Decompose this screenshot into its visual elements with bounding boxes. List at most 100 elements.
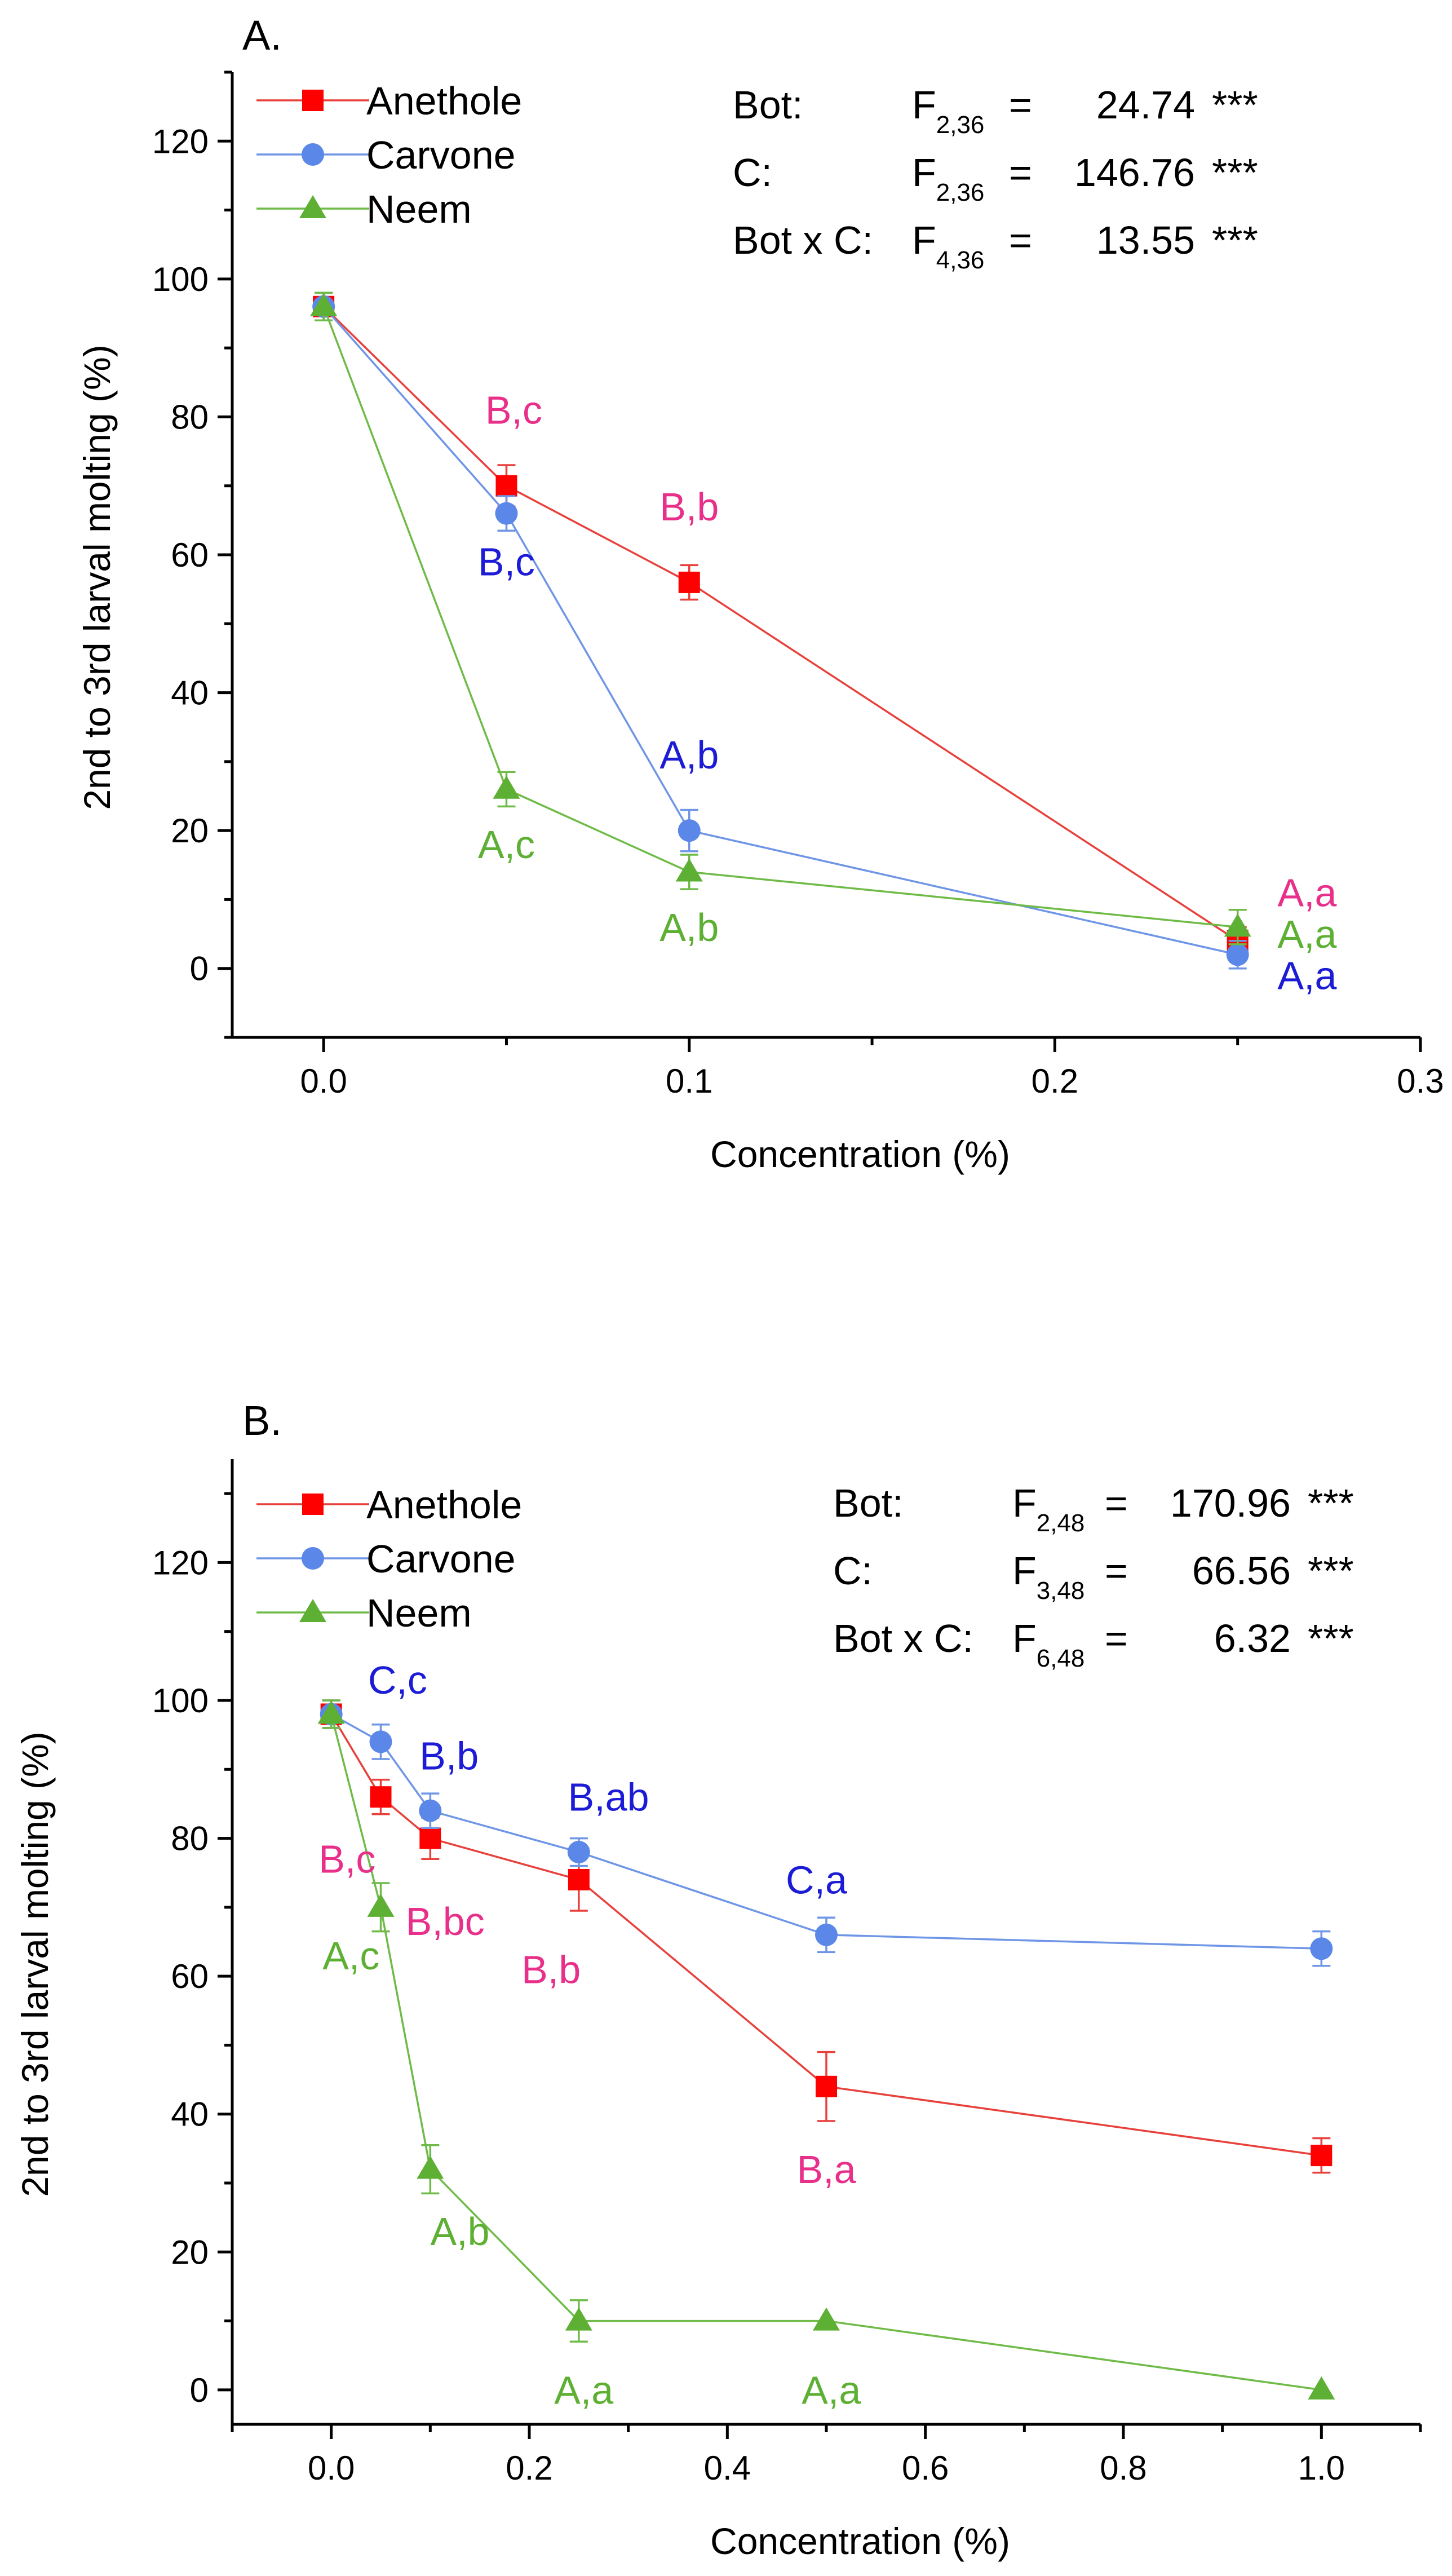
x-tick-label: 0.0 xyxy=(308,2449,355,2487)
data-point-anethole xyxy=(678,571,700,593)
x-axis-title: Concentration (%) xyxy=(710,1133,1010,1175)
stat-value: 6.32 xyxy=(1214,1616,1291,1660)
stat-equals: = xyxy=(1009,218,1032,262)
annotation-label: B,b xyxy=(521,1947,581,1991)
legend-marker-carvone xyxy=(302,1547,324,1570)
annotation-label: A,a xyxy=(802,2368,861,2412)
legend-label-neem: Neem xyxy=(366,187,472,231)
annotation-label: B,b xyxy=(419,1734,479,1778)
data-point-neem xyxy=(417,2155,444,2179)
stat-equals: = xyxy=(1105,1616,1128,1660)
x-tick-label: 0.4 xyxy=(704,2449,751,2487)
y-axis-title: 2nd to 3rd larval molting (%) xyxy=(76,344,118,810)
data-point-carvone xyxy=(369,1730,392,1753)
stat-f-subscript: 2,36 xyxy=(936,111,985,139)
series-line-anethole xyxy=(322,306,1238,942)
y-tick-label: 100 xyxy=(152,260,209,298)
x-tick-label: 0.6 xyxy=(902,2449,949,2487)
annotation-label: A,b xyxy=(659,733,719,777)
stats-block: Bot: F2,48 = 170.96 ***C: F3,48 = 66.56 ***Bot x… xyxy=(833,1481,1354,1672)
stat-f-subscript: 6,48 xyxy=(1037,1645,1085,1672)
y-tick-label: 80 xyxy=(171,1820,209,1858)
data-point-anethole xyxy=(419,1827,441,1849)
stat-label: Bot x C: xyxy=(833,1616,973,1660)
stat-label: Bot x C: xyxy=(733,218,873,262)
legend-label-anethole: Anethole xyxy=(366,79,522,123)
data-point-carvone xyxy=(1226,943,1249,966)
stat-f-letter: F xyxy=(912,218,936,262)
y-axis-title: 2nd to 3rd larval molting (%) xyxy=(14,1731,56,2197)
stat-significance: *** xyxy=(1212,83,1258,127)
annotation-label: B,a xyxy=(796,2148,856,2191)
legend-marker-anethole xyxy=(302,1494,324,1515)
annotation-label: B,ab xyxy=(568,1775,649,1819)
x-tick-label: 0.1 xyxy=(666,1062,712,1100)
x-tick-label: 1.0 xyxy=(1298,2449,1345,2487)
stat-label: Bot: xyxy=(833,1481,904,1525)
annotation-label: A,b xyxy=(430,2210,489,2254)
data-point-anethole xyxy=(816,2075,837,2097)
annotation-label: B,c xyxy=(478,540,535,584)
data-point-neem xyxy=(1308,2376,1335,2400)
annotation-label: B,c xyxy=(318,1837,375,1881)
stat-f: F4,36 xyxy=(912,218,984,274)
x-tick-label: 0.3 xyxy=(1397,1062,1444,1100)
data-point-neem xyxy=(565,2307,592,2331)
stat-label: C: xyxy=(733,151,772,195)
series-neem xyxy=(317,1699,1335,2400)
stat-f-subscript: 2,48 xyxy=(1037,1509,1085,1537)
panel-a: A. 0 20 40 60 80 100 120 0.0 0.1 0.2 0.3 Concentrati… xyxy=(76,12,1444,1175)
stat-f: F2,36 xyxy=(912,151,984,206)
stat-significance: *** xyxy=(1308,1616,1354,1660)
annotation-label: A,c xyxy=(322,1934,379,1978)
x-tick-label: 0.0 xyxy=(300,1062,347,1100)
panel-b: B. 0 20 40 60 80 100 120 0.0 0.2 0.4 0.6 0.8 1.0 Conce… xyxy=(14,1397,1422,2562)
stat-f-letter: F xyxy=(1012,1616,1037,1660)
series-line-neem xyxy=(322,306,1238,929)
stat-equals: = xyxy=(1009,83,1032,127)
panel-label: B. xyxy=(242,1397,282,1444)
stat-value: 66.56 xyxy=(1192,1549,1291,1593)
stat-f-subscript: 4,36 xyxy=(936,246,985,274)
y-tick-label: 120 xyxy=(152,122,209,160)
stat-value: 170.96 xyxy=(1170,1481,1291,1525)
stat-f-letter: F xyxy=(912,151,936,195)
data-point-neem xyxy=(317,1700,345,1724)
series-line-anethole xyxy=(330,1713,1322,2157)
data-point-carvone xyxy=(678,819,701,842)
data-point-anethole xyxy=(1311,2145,1333,2167)
data-point-carvone xyxy=(815,1923,838,1946)
legend-label-carvone: Carvone xyxy=(366,1537,516,1581)
data-point-neem xyxy=(813,2307,840,2331)
stat-value: 24.74 xyxy=(1096,83,1195,127)
series-neem xyxy=(310,291,1251,945)
annotation-label: C,c xyxy=(368,1658,427,1702)
stat-label: Bot: xyxy=(733,83,803,127)
legend: Anethole Carvone Neem xyxy=(256,79,522,231)
stat-f-subscript: 3,48 xyxy=(1037,1577,1085,1605)
y-tick-label: 60 xyxy=(171,536,209,574)
legend-label-carvone: Carvone xyxy=(366,133,516,177)
stat-equals: = xyxy=(1105,1481,1128,1525)
stat-label: C: xyxy=(833,1549,873,1593)
stats-block: Bot: F2,36 = 24.74 ***C: F2,36 = 146.76 ***Bot x… xyxy=(733,83,1258,274)
series-line-neem xyxy=(330,1714,1322,2391)
y-tick-label: 0 xyxy=(190,950,209,988)
y-tick-label: 0 xyxy=(190,2371,209,2409)
stat-f-letter: F xyxy=(1012,1481,1037,1525)
annotation-label: A,a xyxy=(554,2368,613,2412)
data-point-carvone xyxy=(419,1799,442,1822)
y-tick-label: 40 xyxy=(171,674,209,712)
annotation-label: A,a xyxy=(1277,912,1336,956)
series-line-carvone xyxy=(322,306,1238,956)
y-tick-label: 20 xyxy=(171,812,209,850)
series-anethole xyxy=(313,291,1249,956)
y-tick-label: 80 xyxy=(171,398,209,436)
legend-marker-neem xyxy=(299,1599,326,1622)
x-tick-label: 0.2 xyxy=(506,2449,552,2487)
x-tick-label: 0.8 xyxy=(1100,2449,1146,2487)
annotation-label: A,a xyxy=(1277,953,1336,997)
stat-f-letter: F xyxy=(1012,1549,1037,1593)
legend-label-anethole: Anethole xyxy=(366,1483,522,1527)
